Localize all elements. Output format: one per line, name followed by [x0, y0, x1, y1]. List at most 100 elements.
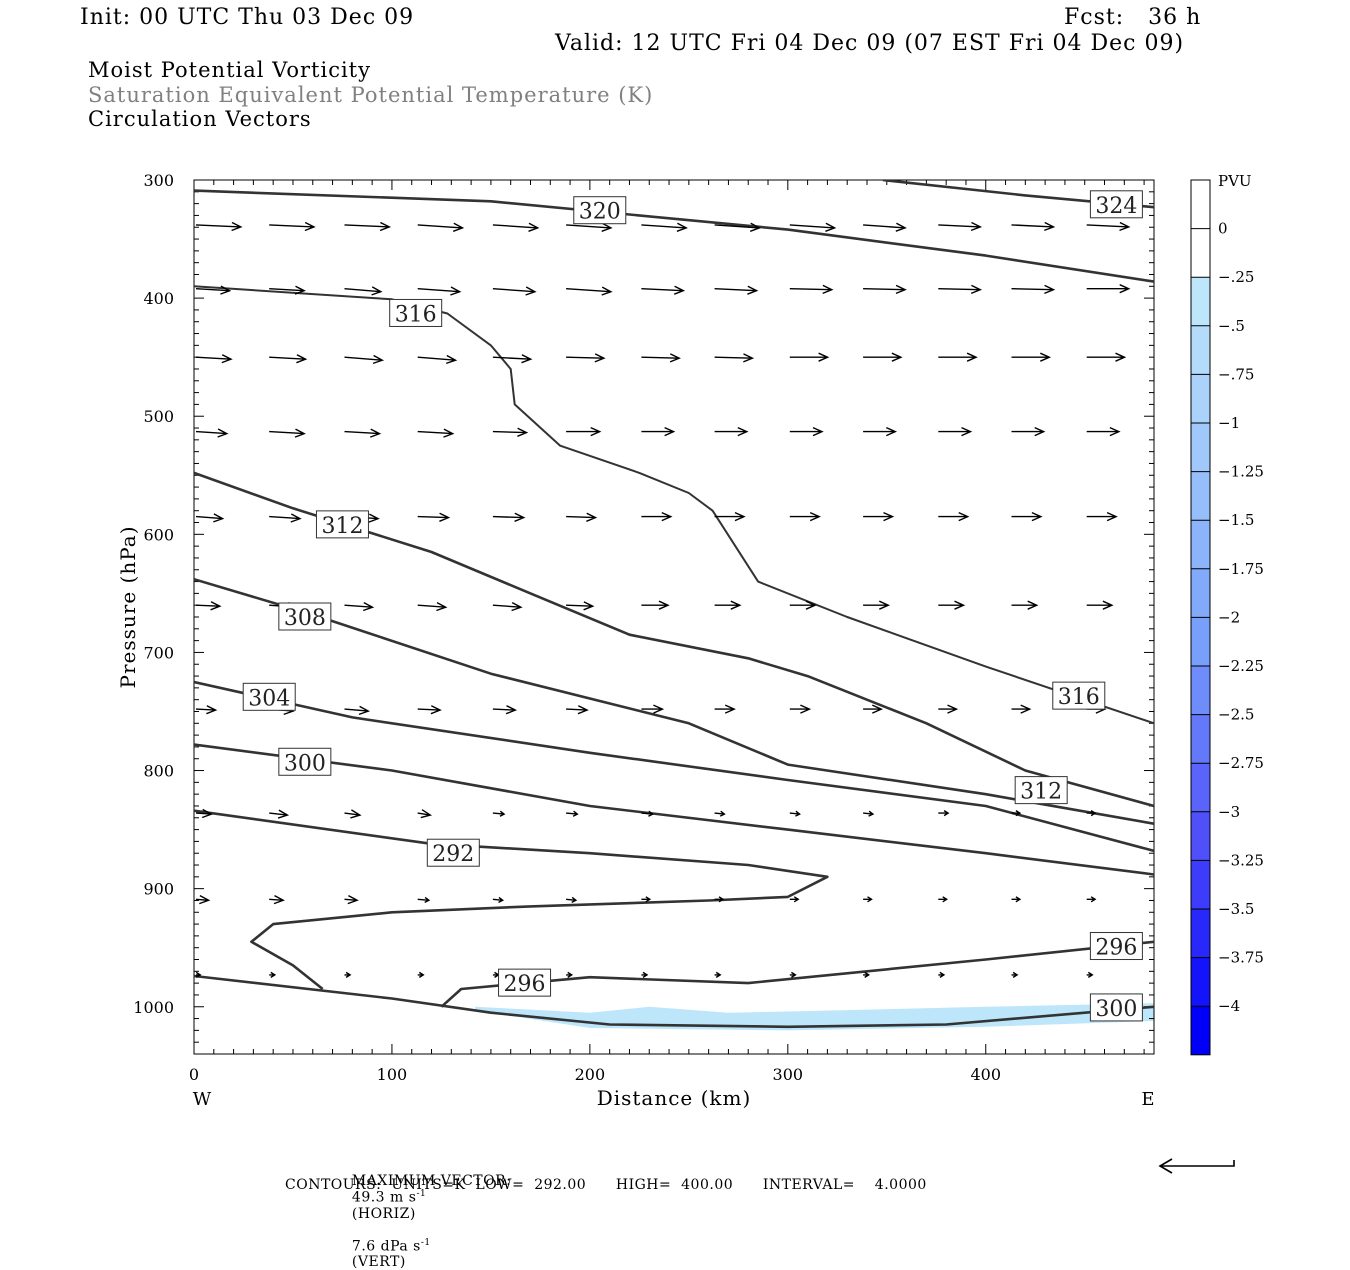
max-vector-line: MAXIMUM VECTOR: 49.3 m s-1 (HORIZ) 7.6 d…	[342, 1157, 511, 1270]
circulation-vector	[417, 896, 431, 904]
contour-label-box	[278, 602, 332, 631]
contour-label-text: 316	[395, 302, 437, 327]
circulation-vector	[344, 705, 371, 716]
circulation-vector	[1086, 971, 1094, 978]
circulation-vector	[269, 428, 306, 438]
contour-label: 296	[498, 968, 552, 997]
circulation-vector	[1011, 221, 1056, 232]
colorbar-unit: PVU	[1218, 172, 1252, 190]
y-tick-label: 400	[143, 289, 174, 308]
circulation-vector	[195, 971, 202, 978]
field-title-mpv: Moist Potential Vorticity	[88, 58, 371, 82]
colorbar-segment	[1191, 763, 1210, 812]
x-axis-title: Distance (km)	[597, 1086, 752, 1110]
circulation-vector	[789, 971, 797, 978]
max-vector-vert-unit: (VERT)	[351, 1254, 406, 1270]
contour-304	[194, 680, 1154, 853]
circulation-vector	[641, 353, 681, 363]
circulation-vector	[269, 354, 308, 364]
colorbar-segment	[1191, 325, 1210, 375]
contour-label-box	[1089, 932, 1143, 961]
circulation-vector	[863, 971, 871, 978]
circulation-vector	[195, 285, 232, 295]
circulation-vector	[492, 512, 526, 522]
circulation-vector	[195, 428, 229, 438]
max-vector-horiz-unit: (HORIZ)	[351, 1205, 416, 1222]
colorbar-label: −2.25	[1218, 657, 1264, 675]
colorbar-segment	[1191, 568, 1210, 618]
contour-label: 308	[278, 602, 332, 631]
colorbar-label: −3	[1218, 803, 1240, 821]
y-tick-label: 700	[143, 643, 174, 662]
colorbar-segment	[1191, 957, 1210, 1007]
circulation-vector	[938, 352, 978, 362]
colorbar-label: −3.5	[1218, 900, 1254, 918]
circulation-vector	[938, 971, 946, 978]
colorbar-segment	[1191, 909, 1210, 958]
circulation-vector	[938, 600, 966, 610]
colorbar-segment	[1191, 374, 1210, 423]
circulation-vector	[417, 512, 451, 522]
contour-label-box	[242, 682, 296, 711]
west-label: W	[193, 1089, 212, 1110]
contour-label-box	[1089, 190, 1143, 219]
contour-label-text: 324	[1095, 194, 1137, 219]
circulation-vector	[566, 512, 598, 522]
circulation-vector	[1011, 600, 1039, 610]
colorbar-label: −2.75	[1218, 754, 1264, 772]
x-tick-label: 100	[377, 1065, 408, 1084]
contour-label-box	[426, 838, 480, 867]
circulation-vector	[195, 705, 218, 715]
circulation-vector	[863, 352, 903, 362]
circulation-vector	[641, 285, 686, 295]
colorbar-label: −1.5	[1218, 511, 1254, 529]
y-tick-label: 600	[143, 525, 174, 544]
contour-316	[194, 285, 1154, 725]
circulation-vector	[566, 705, 589, 715]
circulation-vector	[417, 286, 462, 296]
contour-label: 304	[242, 682, 296, 711]
contour-label-text: 304	[248, 686, 290, 711]
circulation-vector	[789, 896, 800, 903]
circulation-vector	[1086, 810, 1097, 817]
colorbar-segment	[1191, 520, 1210, 569]
circulation-vector	[344, 894, 359, 905]
y-axis-title: Pressure (hPa)	[116, 526, 140, 689]
circulation-vector	[1011, 352, 1052, 362]
colorbar-label: −4	[1218, 997, 1240, 1015]
contour-label-box	[1052, 681, 1106, 710]
circulation-vector	[195, 354, 233, 364]
circulation-vector	[417, 428, 455, 438]
contour-label-text: 308	[284, 606, 326, 631]
x-tick-label: 400	[970, 1065, 1001, 1084]
contours-info: CONTOURS: UNITS=K LOW= 292.00 HIGH= 400.…	[285, 1177, 927, 1193]
circulation-vector	[1011, 971, 1019, 978]
contour-308	[194, 577, 1154, 825]
reference-vector-arrow	[1158, 1158, 1235, 1174]
contour-label: 324	[1089, 190, 1143, 219]
circulation-vector	[566, 426, 602, 437]
circulation-vector	[789, 426, 824, 437]
circulation-vector	[863, 222, 907, 232]
contour-label: 312	[315, 510, 369, 539]
circulation-vector	[714, 426, 749, 437]
circulation-vector	[344, 354, 385, 365]
circulation-vector	[938, 426, 973, 437]
colorbar-segment	[1191, 666, 1210, 715]
y-tick-label: 300	[143, 171, 174, 190]
circulation-vector	[938, 511, 970, 522]
valid-time: Valid: 12 UTC Fri 04 Dec 09 (07 EST Fri …	[555, 31, 1185, 56]
circulation-vector	[1011, 704, 1032, 714]
colorbar-label: −.25	[1218, 268, 1254, 286]
circulation-vector	[566, 222, 613, 232]
circulation-vector	[641, 600, 670, 610]
circulation-vector	[566, 896, 578, 904]
circulation-vector	[714, 704, 736, 714]
contour-label-box	[278, 747, 332, 776]
init-time: Init: 00 UTC Thu 03 Dec 09	[80, 5, 415, 30]
circulation-vector	[938, 221, 983, 232]
circulation-vector	[269, 513, 302, 523]
circulation-vector	[1086, 511, 1118, 522]
circulation-vector	[1011, 511, 1043, 522]
colorbar-label: −2.5	[1218, 706, 1254, 724]
